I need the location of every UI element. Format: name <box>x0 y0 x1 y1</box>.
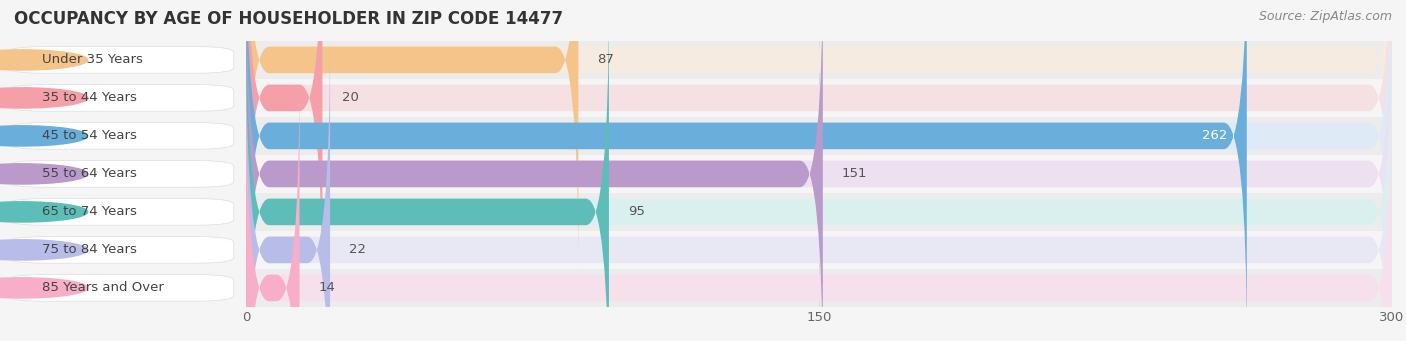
Bar <box>246 231 1392 269</box>
Circle shape <box>0 50 87 70</box>
FancyBboxPatch shape <box>246 0 1392 275</box>
FancyBboxPatch shape <box>246 0 1247 341</box>
FancyBboxPatch shape <box>7 85 233 111</box>
FancyBboxPatch shape <box>246 0 322 313</box>
FancyBboxPatch shape <box>7 161 233 187</box>
Bar <box>246 79 1392 117</box>
Circle shape <box>0 240 87 260</box>
Text: Under 35 Years: Under 35 Years <box>42 54 142 66</box>
Bar <box>246 155 1392 193</box>
Circle shape <box>0 278 87 298</box>
FancyBboxPatch shape <box>246 0 1392 341</box>
Text: 262: 262 <box>1202 130 1227 143</box>
Text: 35 to 44 Years: 35 to 44 Years <box>42 91 136 104</box>
FancyBboxPatch shape <box>7 237 233 263</box>
Text: 85 Years and Over: 85 Years and Over <box>42 281 163 294</box>
FancyBboxPatch shape <box>246 0 1392 341</box>
FancyBboxPatch shape <box>7 47 233 73</box>
Text: 14: 14 <box>319 281 336 294</box>
Bar <box>246 269 1392 307</box>
Bar <box>246 41 1392 79</box>
FancyBboxPatch shape <box>246 0 1392 341</box>
Text: 22: 22 <box>349 243 366 256</box>
Text: 75 to 84 Years: 75 to 84 Years <box>42 243 136 256</box>
Circle shape <box>0 88 87 108</box>
FancyBboxPatch shape <box>246 35 330 341</box>
Text: 45 to 54 Years: 45 to 54 Years <box>42 130 136 143</box>
FancyBboxPatch shape <box>7 198 233 225</box>
FancyBboxPatch shape <box>246 73 1392 341</box>
Text: 151: 151 <box>842 167 868 180</box>
Text: OCCUPANCY BY AGE OF HOUSEHOLDER IN ZIP CODE 14477: OCCUPANCY BY AGE OF HOUSEHOLDER IN ZIP C… <box>14 10 564 28</box>
Text: Source: ZipAtlas.com: Source: ZipAtlas.com <box>1258 10 1392 23</box>
Text: 95: 95 <box>628 205 645 218</box>
FancyBboxPatch shape <box>246 35 1392 341</box>
FancyBboxPatch shape <box>246 0 1392 313</box>
FancyBboxPatch shape <box>246 73 299 341</box>
Text: 20: 20 <box>342 91 359 104</box>
FancyBboxPatch shape <box>246 0 609 341</box>
Text: 65 to 74 Years: 65 to 74 Years <box>42 205 136 218</box>
FancyBboxPatch shape <box>7 123 233 149</box>
Text: 55 to 64 Years: 55 to 64 Years <box>42 167 136 180</box>
Text: 87: 87 <box>598 54 614 66</box>
Circle shape <box>0 202 87 222</box>
Bar <box>246 193 1392 231</box>
FancyBboxPatch shape <box>7 275 233 301</box>
FancyBboxPatch shape <box>246 0 578 275</box>
Bar <box>246 117 1392 155</box>
Circle shape <box>0 126 87 146</box>
FancyBboxPatch shape <box>246 0 823 341</box>
Circle shape <box>0 164 87 184</box>
